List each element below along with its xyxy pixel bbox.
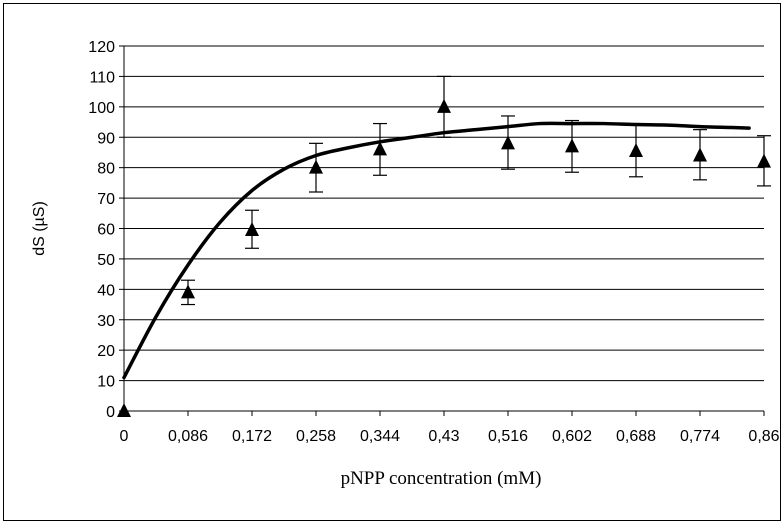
data-point-triangle xyxy=(245,222,259,237)
x-axis-title: pNPP concentration (mM) xyxy=(341,468,542,489)
y-tick-label: 20 xyxy=(97,343,115,360)
y-tick-label: 70 xyxy=(97,191,115,208)
data-point-triangle xyxy=(181,284,195,299)
x-tick-label: 0,172 xyxy=(232,428,272,445)
data-point-triangle xyxy=(117,403,131,417)
chart-svg: 0 10 20 30 40 50 60 70 80 90 100 110 120 0 0,086 0,172… xyxy=(31,39,780,489)
data-point-triangle xyxy=(501,135,515,150)
x-tick-label: 0,344 xyxy=(360,428,400,445)
x-tick-label: 0,258 xyxy=(296,428,336,445)
data-point-triangle xyxy=(757,153,771,168)
x-tick-label: 0,602 xyxy=(552,428,592,445)
axis-layer xyxy=(119,45,765,416)
y-tick-label: 0 xyxy=(106,404,115,421)
y-tick-label: 110 xyxy=(89,69,115,86)
y-tick-label: 80 xyxy=(97,161,115,178)
data-point-triangle xyxy=(309,159,323,174)
y-tick-label: 90 xyxy=(97,130,115,147)
y-tick-label: 100 xyxy=(88,100,115,117)
fit-curve-layer xyxy=(122,121,751,380)
x-tick-label: 0,43 xyxy=(428,428,459,445)
data-point-triangle xyxy=(693,147,707,162)
data-point-triangle xyxy=(565,138,579,153)
x-tick-labels: 0 0,086 0,172 0,258 0,344 0,43 0,516 0,602 0,688… xyxy=(120,428,780,445)
data-point-triangle xyxy=(629,142,643,157)
x-tick-label: 0,086 xyxy=(168,428,208,445)
y-tick-label: 10 xyxy=(97,374,115,391)
error-bars-layer xyxy=(181,75,771,306)
y-axis-title: dS (µS) xyxy=(31,201,48,256)
x-tick-label: 0,516 xyxy=(488,428,528,445)
y-tick-labels: 0 10 20 30 40 50 60 70 80 90 100 110 120 xyxy=(88,39,115,421)
y-tick-label: 40 xyxy=(97,282,115,299)
data-point-triangle xyxy=(437,98,451,113)
y-tick-label: 50 xyxy=(97,252,115,269)
x-tick-label: 0,86 xyxy=(748,428,779,445)
x-tick-label: 0 xyxy=(120,428,129,445)
y-tick-label: 120 xyxy=(88,39,115,56)
y-tick-label: 30 xyxy=(97,313,115,330)
data-points-layer xyxy=(117,98,771,417)
x-tick-label: 0,688 xyxy=(616,428,656,445)
data-point-triangle xyxy=(373,141,387,156)
y-tick-label: 60 xyxy=(97,222,115,239)
chart-frame: 0 10 20 30 40 50 60 70 80 90 100 110 120 0 0,086 0,172… xyxy=(3,3,781,521)
x-tick-label: 0,774 xyxy=(680,428,720,445)
fit-curve-line xyxy=(122,121,751,380)
